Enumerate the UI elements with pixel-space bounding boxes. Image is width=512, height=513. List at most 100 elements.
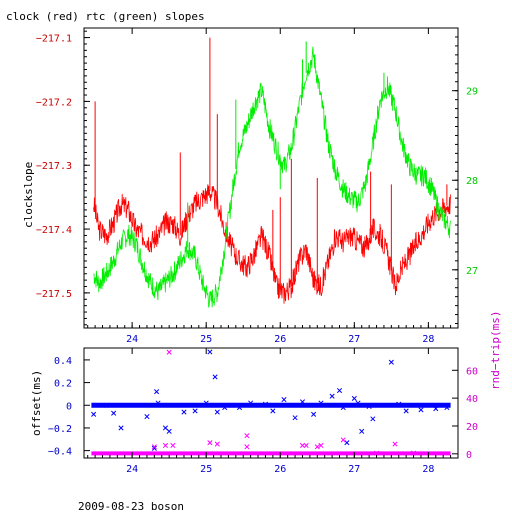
blue-offset-point (292, 415, 298, 421)
bottom-plot-frame (83, 347, 459, 459)
bottom-y-tick-label: 0.4 (54, 356, 72, 367)
blue-offset-point (281, 397, 287, 403)
blue-offset-point (166, 428, 172, 434)
top-x-tick-label: 24 (126, 334, 138, 345)
blue-offset-point (311, 411, 317, 417)
bottom-x-tick-label: 28 (422, 464, 434, 475)
bottom-y-tick-label: 0.2 (54, 379, 72, 390)
top-y-tick-label: −217.3 (36, 161, 72, 172)
blue-offset-point (111, 410, 117, 416)
top-x-tick-label: 25 (200, 334, 212, 345)
blue-offset-point (214, 409, 220, 415)
magenta-roundtrip-series (91, 349, 451, 456)
bottom-chart-panel: 24 25 26 27 28 0.4 0.2 0 −0.2 −0.4 0 20 40 60 (48, 347, 478, 475)
bottom-y2-tick-label: 0 (466, 450, 472, 461)
footer-date-host: 2009-08-23 boson (78, 500, 184, 513)
blue-offset-point (370, 416, 376, 422)
magenta-roundtrip-point (340, 437, 346, 443)
magenta-roundtrip-point (244, 444, 250, 450)
bottom-chart-axes: 24 25 26 27 28 0.4 0.2 0 −0.2 −0.4 0 20 40 60 (48, 348, 478, 475)
bottom-y-axis-label: offset(ms) (30, 369, 43, 436)
blue-offset-point (91, 411, 97, 417)
bottom-y2-tick-label: 60 (466, 366, 478, 377)
blue-offset-point (151, 445, 157, 451)
top-x-tick-label: 28 (422, 334, 434, 345)
blue-offset-point (344, 440, 350, 446)
magenta-roundtrip-point (314, 444, 320, 450)
top-y2-tick-label: 28 (466, 176, 478, 187)
blue-offset-point (248, 400, 254, 406)
magenta-roundtrip-point (170, 442, 176, 449)
bottom-x-tick-label: 26 (274, 464, 286, 475)
blue-offset-point (203, 400, 209, 406)
blue-offset-point (366, 403, 372, 409)
blue-offset-series (91, 349, 451, 451)
top-plot-frame (83, 27, 459, 329)
red-clock-slope-series (93, 37, 451, 304)
blue-offset-point (351, 395, 357, 402)
blue-offset-point (144, 414, 150, 420)
blue-offset-point (433, 406, 439, 412)
blue-offset-point (403, 408, 409, 414)
blue-offset-point (340, 404, 346, 411)
top-y2-tick-label: 29 (466, 87, 478, 98)
blue-offset-point (355, 400, 361, 406)
top-y-axis-label: clockslope (22, 161, 35, 228)
magenta-roundtrip-point (162, 442, 169, 449)
magenta-roundtrip-point (303, 442, 309, 449)
bottom-y-tick-label: −0.2 (48, 424, 72, 435)
blue-offset-point (418, 407, 424, 413)
bottom-x-tick-label: 24 (126, 464, 138, 475)
bottom-y-tick-label: −0.4 (48, 447, 72, 458)
blue-offset-point (329, 393, 335, 399)
bottom-y2-axis-label: rnd−trip(ms) (489, 310, 502, 390)
magenta-roundtrip-point (244, 433, 250, 439)
blue-offset-point (207, 349, 213, 355)
blue-offset-point (155, 400, 161, 406)
blue-offset-point (396, 401, 402, 407)
blue-offset-point (212, 374, 218, 380)
bottom-y2-tick-label: 40 (466, 394, 478, 405)
top-chart-panel: 24 25 26 27 28 −217.1 −217.2 −217.3 −217.4 −217.5… (36, 27, 478, 345)
magenta-roundtrip-point (392, 441, 398, 447)
green-rtc-slope-series (93, 41, 451, 308)
blue-offset-point (336, 387, 343, 394)
chart-title: clock (red) rtc (green) slopes (6, 10, 205, 23)
magenta-roundtrip-point (207, 440, 213, 446)
green-rtc-line (93, 46, 451, 308)
blue-offset-point (318, 400, 324, 406)
blue-offset-point (359, 428, 365, 434)
blue-offset-point (181, 409, 187, 415)
blue-offset-point (262, 401, 268, 407)
top-x-tick-label: 27 (348, 334, 360, 345)
blue-offset-point (192, 408, 198, 414)
bottom-x-tick-label: 27 (348, 464, 360, 475)
blue-offset-point (270, 408, 276, 414)
bottom-y-tick-label: 0 (66, 401, 72, 412)
blue-offset-point (154, 389, 160, 395)
magenta-roundtrip-point (318, 442, 324, 449)
blue-offset-point (236, 404, 243, 411)
red-clock-line (93, 184, 451, 304)
bottom-x-tick-label: 25 (200, 464, 212, 475)
magenta-roundtrip-point (299, 442, 306, 449)
blue-offset-point (222, 404, 228, 411)
top-y-tick-label: −217.1 (36, 34, 72, 45)
magenta-roundtrip-point (411, 450, 417, 456)
top-y-tick-label: −217.2 (36, 97, 72, 108)
magenta-roundtrip-point (151, 444, 157, 450)
top-x-tick-label: 26 (274, 334, 286, 345)
magenta-roundtrip-point (214, 441, 220, 447)
top-y-tick-label: −217.4 (36, 225, 72, 236)
top-y2-tick-label: 27 (466, 266, 478, 277)
blue-offset-point (444, 404, 450, 411)
magenta-roundtrip-point (166, 349, 172, 355)
top-chart-axes: 24 25 26 27 28 −217.1 −217.2 −217.3 −217.4 −217.5… (36, 28, 478, 345)
blue-offset-point (388, 359, 394, 365)
top-y-tick-label: −217.5 (36, 289, 72, 300)
bottom-y2-tick-label: 20 (466, 422, 478, 433)
magenta-roundtrip-point (373, 450, 380, 456)
blue-offset-point (118, 425, 124, 431)
blue-offset-point (299, 399, 306, 405)
